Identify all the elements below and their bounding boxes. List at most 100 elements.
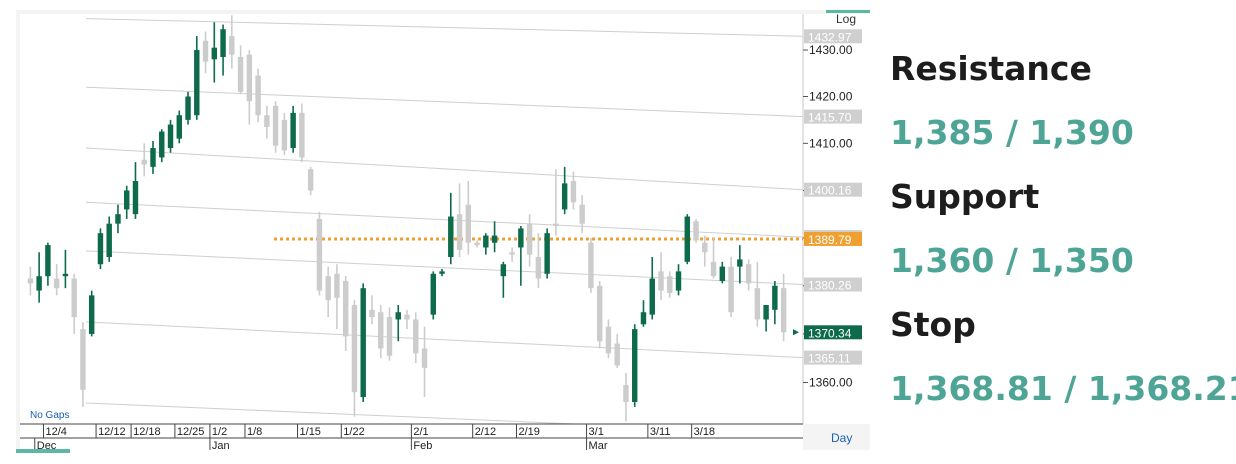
candle-body bbox=[229, 36, 235, 55]
candle-body bbox=[45, 245, 51, 277]
candle-body bbox=[518, 228, 524, 248]
month-label: Feb bbox=[413, 440, 432, 450]
candle-body bbox=[115, 214, 121, 224]
candle-body bbox=[237, 56, 244, 92]
candle-down bbox=[307, 166, 314, 196]
candle-body bbox=[535, 257, 542, 279]
candle-down bbox=[605, 319, 612, 359]
candle-down bbox=[754, 261, 761, 327]
channel-line-2 bbox=[85, 147, 804, 191]
candle-body bbox=[124, 190, 130, 210]
candle-body bbox=[62, 273, 69, 277]
candle-up bbox=[124, 185, 130, 219]
candle-down bbox=[413, 312, 419, 364]
candle-down bbox=[27, 266, 34, 296]
candle-body bbox=[614, 343, 620, 366]
candle-body bbox=[299, 112, 305, 158]
candle-body bbox=[640, 312, 647, 325]
candle-body bbox=[360, 288, 366, 398]
candle-body bbox=[658, 271, 664, 291]
month-label: Mar bbox=[589, 440, 608, 450]
candle-down bbox=[465, 181, 472, 255]
candle-down bbox=[53, 264, 60, 296]
candle-down bbox=[141, 143, 147, 177]
candle-body bbox=[772, 285, 778, 310]
candle-up bbox=[483, 233, 489, 255]
candle-down bbox=[299, 103, 305, 163]
candle-down bbox=[702, 235, 708, 267]
candle-body bbox=[430, 273, 436, 315]
channel-line-4 bbox=[85, 250, 804, 286]
price-tag-box bbox=[804, 231, 862, 246]
candle-body bbox=[281, 119, 288, 151]
price-tag-label: 1370.34 bbox=[808, 326, 852, 340]
price-tag-box bbox=[804, 350, 862, 365]
candle-body bbox=[106, 223, 112, 258]
candle-up bbox=[430, 271, 436, 320]
candle-up bbox=[167, 119, 174, 153]
candle-body bbox=[97, 233, 104, 265]
price-tag-channel: 1415.70 bbox=[804, 109, 862, 125]
candle-up bbox=[360, 283, 366, 402]
candle-body bbox=[404, 314, 410, 320]
candle-up bbox=[448, 192, 454, 265]
candle-down bbox=[272, 101, 279, 153]
candle-body bbox=[544, 233, 550, 274]
candle-body bbox=[246, 54, 253, 102]
candle-up bbox=[395, 305, 401, 342]
price-tag-last: 1370.34 bbox=[793, 325, 862, 340]
candle-body bbox=[255, 75, 261, 116]
plot-area bbox=[20, 14, 803, 424]
x-tick-label: 3/1 bbox=[589, 426, 604, 438]
candle-down bbox=[728, 257, 734, 318]
y-tick-label: 1420.00 bbox=[809, 90, 853, 104]
price-tag-box bbox=[804, 277, 862, 292]
candle-up bbox=[684, 214, 690, 265]
candle-up bbox=[211, 22, 218, 83]
candle-body bbox=[553, 223, 559, 227]
candle-body bbox=[71, 278, 77, 318]
candle-up bbox=[491, 221, 498, 253]
candle-body bbox=[88, 295, 95, 334]
candle-body bbox=[220, 29, 226, 57]
candle-down bbox=[745, 259, 752, 291]
channel-line-5 bbox=[85, 321, 804, 359]
candle-up bbox=[62, 249, 69, 289]
candle-body bbox=[202, 40, 209, 62]
candle-body bbox=[36, 276, 42, 291]
resistance-value: 1,385 / 1,390 bbox=[890, 113, 1134, 152]
accent-bar-bottom bbox=[16, 449, 70, 453]
candle-up bbox=[640, 300, 647, 327]
candle-down bbox=[71, 273, 77, 334]
candle-down bbox=[526, 214, 533, 267]
candle-body bbox=[474, 242, 480, 246]
candle-down bbox=[202, 31, 209, 74]
candle-down bbox=[378, 305, 384, 359]
candles bbox=[27, 15, 787, 422]
candle-up bbox=[36, 252, 42, 303]
candle-body bbox=[465, 204, 472, 243]
support-heading: Support bbox=[890, 177, 1040, 216]
x-tick-label: 1/22 bbox=[343, 426, 364, 438]
candle-down bbox=[474, 240, 480, 248]
candle-up bbox=[737, 245, 743, 284]
channel-line-0 bbox=[85, 18, 804, 37]
candle-body bbox=[290, 112, 296, 149]
price-tags: 1432.971415.701400.161390.181389.791380.… bbox=[793, 29, 862, 366]
channel-line-1 bbox=[85, 86, 804, 118]
candle-body bbox=[448, 216, 454, 258]
candle-body bbox=[737, 259, 743, 267]
candle-down bbox=[281, 112, 288, 156]
candle-body bbox=[194, 50, 200, 116]
price-tag-label: 1415.70 bbox=[808, 111, 852, 125]
price-tag-box bbox=[804, 29, 862, 44]
candle-body bbox=[763, 305, 769, 320]
month-label: Jan bbox=[212, 440, 230, 450]
candle-down bbox=[570, 171, 577, 210]
price-tag-label: 1365.11 bbox=[808, 352, 851, 366]
candle-up bbox=[115, 204, 121, 234]
candle-body bbox=[702, 242, 708, 253]
price-tag-channel: 1380.26 bbox=[804, 277, 862, 293]
candle-up bbox=[45, 242, 51, 286]
candle-body bbox=[176, 115, 182, 139]
